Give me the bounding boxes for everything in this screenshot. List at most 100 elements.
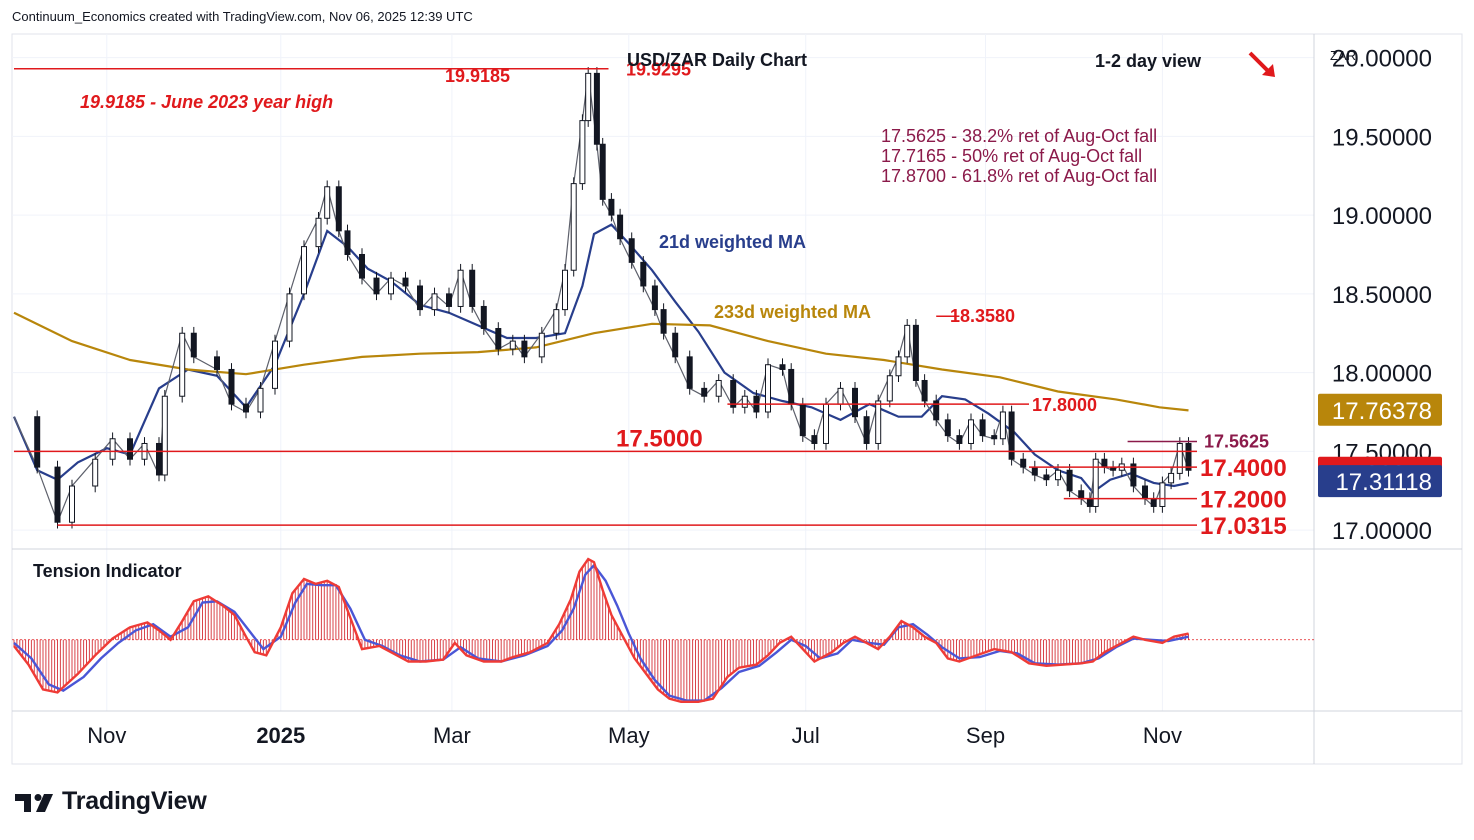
candle-body bbox=[359, 253, 365, 279]
candle-body bbox=[1168, 472, 1175, 484]
candle-body bbox=[579, 120, 586, 185]
candle-body bbox=[1159, 482, 1166, 507]
candle-body bbox=[228, 368, 235, 405]
candle-body bbox=[495, 328, 502, 350]
y-tick-label: 19.00000 bbox=[1332, 203, 1432, 230]
candle-body bbox=[190, 332, 197, 358]
tension-fast-line bbox=[13, 557, 1189, 703]
candle-body bbox=[127, 438, 133, 460]
y-tick-label: 18.50000 bbox=[1332, 282, 1432, 309]
level-label: 17.8000 bbox=[1032, 395, 1097, 415]
candle-body bbox=[417, 285, 423, 311]
fib-38-note: 17.5625 - 38.2% ret of Aug-Oct fall bbox=[881, 126, 1157, 146]
tradingview-logo-icon bbox=[15, 793, 53, 812]
candle-body bbox=[1150, 498, 1157, 507]
candle-body bbox=[944, 419, 951, 437]
level-label: 18.3580 bbox=[950, 306, 1015, 326]
fib-50-note: 17.7165 - 50% ret of Aug-Oct fall bbox=[881, 146, 1142, 166]
candle-body bbox=[1142, 485, 1148, 500]
candle-body bbox=[660, 309, 667, 334]
candle-body bbox=[617, 214, 624, 240]
candle-body bbox=[628, 238, 635, 263]
candle-body bbox=[730, 379, 737, 408]
candle-body bbox=[1176, 442, 1183, 474]
candle-body bbox=[921, 379, 928, 402]
candle-body bbox=[863, 416, 870, 444]
chart-title: USD/ZAR Daily Chart bbox=[627, 50, 807, 70]
candle-body bbox=[608, 198, 615, 216]
price-axis[interactable]: 17.0000017.5000018.0000018.5000019.00000… bbox=[1318, 46, 1442, 545]
candle-body bbox=[509, 340, 516, 350]
candle-body bbox=[54, 466, 61, 523]
candle-body bbox=[788, 368, 795, 405]
candle-body bbox=[999, 411, 1006, 440]
levels: 19.9295 17.5000 17.8000 17.5625 17.4000 17.20… bbox=[14, 60, 1287, 540]
candle-body bbox=[599, 143, 606, 200]
candle-body bbox=[741, 395, 748, 408]
level-label: 19.9295 bbox=[626, 60, 691, 80]
currency-label: ZAR bbox=[1330, 48, 1356, 63]
x-tick-label: May bbox=[608, 723, 650, 748]
candle-body bbox=[651, 285, 658, 311]
x-tick-label: Nov bbox=[87, 723, 126, 748]
candle-body bbox=[257, 387, 264, 413]
price-badge bbox=[1318, 393, 1442, 426]
level-label: 17.0315 bbox=[1200, 513, 1287, 540]
fib-618-note: 17.8700 - 61.8% ret of Aug-Oct fall bbox=[881, 166, 1157, 186]
price-badge bbox=[1318, 465, 1442, 498]
high-value-label: 19.9185 bbox=[445, 66, 510, 86]
y-tick-label: 18.00000 bbox=[1332, 361, 1432, 388]
candle-body bbox=[1043, 474, 1050, 481]
candle-body bbox=[243, 403, 249, 413]
candle-body bbox=[968, 419, 974, 444]
candle-body bbox=[1185, 442, 1192, 471]
candle-body bbox=[1092, 458, 1099, 507]
level-label: 17.2000 bbox=[1200, 487, 1287, 514]
candle-body bbox=[315, 217, 322, 248]
candle-body bbox=[886, 375, 893, 402]
down-arrow-icon bbox=[1248, 51, 1275, 77]
chart-frame bbox=[11, 33, 1463, 765]
price-badge-label: 17.31118 bbox=[1335, 469, 1432, 496]
y-tick-label: 19.50000 bbox=[1332, 124, 1432, 151]
y-tick-label: 20.00000 bbox=[1332, 46, 1432, 73]
candle-body bbox=[837, 387, 844, 405]
candle-body bbox=[324, 186, 331, 219]
time-axis[interactable]: Nov 2025 Mar May Jul Sep Nov bbox=[87, 723, 1182, 748]
price-path bbox=[13, 67, 1192, 529]
ma-line bbox=[13, 311, 1189, 412]
candle-body bbox=[214, 356, 220, 370]
x-tick-label: 2025 bbox=[256, 723, 305, 748]
candle-body bbox=[1055, 469, 1061, 481]
candle-body bbox=[286, 293, 293, 342]
candle-body bbox=[765, 364, 771, 413]
candle-body bbox=[672, 332, 679, 358]
candle-body bbox=[895, 356, 902, 377]
view-label: 1-2 day view bbox=[1095, 51, 1202, 71]
candle-body bbox=[156, 442, 162, 476]
tension-pane bbox=[12, 557, 1314, 703]
candle-body bbox=[991, 435, 998, 440]
candle-body bbox=[388, 277, 394, 295]
x-tick-label: Jul bbox=[792, 723, 820, 748]
candle-body bbox=[457, 269, 464, 307]
candle-body bbox=[640, 261, 647, 287]
candle-body bbox=[553, 309, 560, 334]
candle-body bbox=[179, 332, 186, 397]
x-tick-label: Sep bbox=[966, 723, 1005, 748]
candle-body bbox=[701, 387, 708, 397]
candle-body bbox=[1078, 490, 1085, 500]
chart-header: Continuum_Economics created with Trading… bbox=[12, 9, 473, 24]
tension-title: Tension Indicator bbox=[33, 561, 182, 581]
candle-body bbox=[109, 438, 116, 460]
candle-body bbox=[272, 340, 278, 389]
candle-body bbox=[69, 485, 75, 523]
x-tick-label: Nov bbox=[1143, 723, 1182, 748]
candle-body bbox=[799, 403, 806, 437]
candle-body bbox=[161, 395, 168, 476]
candle-body bbox=[1086, 498, 1093, 507]
candle-body bbox=[92, 458, 99, 487]
candle-body bbox=[1031, 466, 1038, 476]
candle-body bbox=[431, 293, 438, 311]
